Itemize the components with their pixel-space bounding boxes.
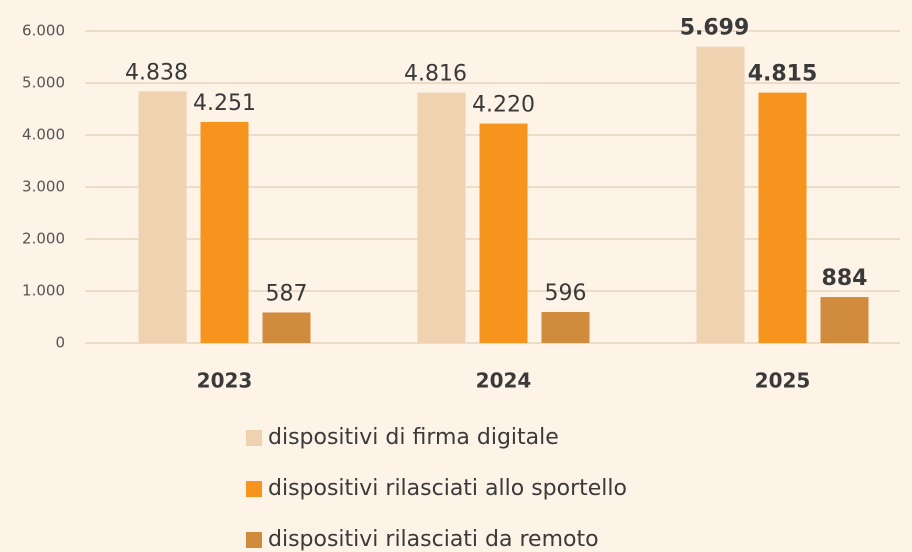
x-tick-label: 2024 <box>476 369 532 393</box>
value-label: 884 <box>822 266 868 291</box>
y-tick-label: 1.000 <box>22 282 65 300</box>
x-tick-label: 2025 <box>755 369 811 393</box>
legend-swatch <box>246 532 262 548</box>
value-label: 4.251 <box>193 91 256 116</box>
value-label: 587 <box>266 281 308 306</box>
y-tick-label: 0 <box>55 334 65 352</box>
bar <box>820 297 869 343</box>
bar <box>262 312 311 343</box>
value-label: 4.815 <box>748 62 818 87</box>
bar <box>417 92 466 344</box>
value-label: 5.699 <box>680 16 750 41</box>
value-label: 4.816 <box>404 62 467 87</box>
bar <box>200 121 249 343</box>
bar <box>696 46 745 343</box>
value-label: 4.838 <box>125 60 188 85</box>
y-tick-label: 2.000 <box>22 230 65 248</box>
value-label: 596 <box>545 281 587 306</box>
x-tick-label: 2023 <box>197 369 253 393</box>
legend-label: dispositivi rilasciati da remoto <box>268 527 599 552</box>
y-tick-label: 4.000 <box>22 126 65 144</box>
y-tick-label: 6.000 <box>22 22 65 40</box>
bar <box>541 312 590 343</box>
legend-label: dispositivi rilasciati allo sportello <box>268 476 627 501</box>
value-label: 4.220 <box>472 93 535 118</box>
legend-label: dispositivi di firma digitale <box>268 425 559 450</box>
legend-swatch <box>246 430 262 446</box>
legend-swatch <box>246 481 262 497</box>
bar <box>138 91 187 343</box>
y-tick-label: 3.000 <box>22 178 65 196</box>
y-tick-label: 5.000 <box>22 74 65 92</box>
bar <box>758 92 807 344</box>
bar <box>479 123 528 343</box>
